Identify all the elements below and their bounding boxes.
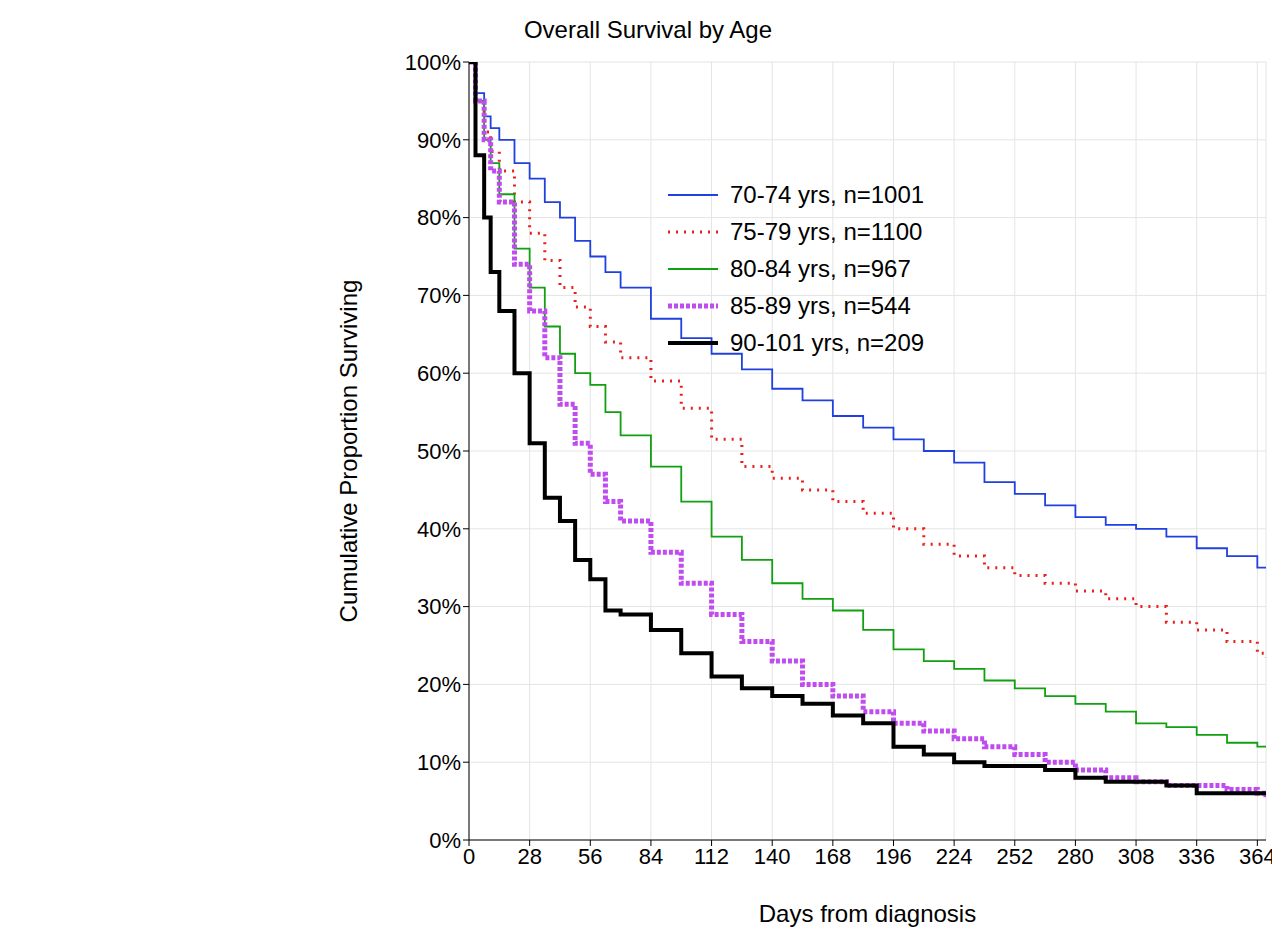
- svg-text:224: 224: [936, 844, 973, 869]
- svg-text:Cumulative Proportion Survivin: Cumulative Proportion Surviving: [335, 280, 362, 623]
- html-text:80-84 yrs, n=967: 80-84 yrs, n=967: [730, 254, 911, 282]
- svg-text:280: 280: [1057, 844, 1094, 869]
- svg-text:60%: 60%: [417, 361, 461, 386]
- svg-text:140: 140: [754, 844, 791, 869]
- svg-text:10%: 10%: [417, 750, 461, 775]
- svg-text:196: 196: [875, 844, 912, 869]
- html-text:75-79 yrs, n=1100: 75-79 yrs, n=1100: [730, 217, 923, 245]
- svg-text:84: 84: [639, 844, 663, 869]
- svg-text:308: 308: [1118, 844, 1155, 869]
- svg-text:80%: 80%: [417, 205, 461, 230]
- html-text:Overall Survival by Age: Overall Survival by Age: [523, 16, 772, 43]
- svg-text:30%: 30%: [417, 594, 461, 619]
- svg-text:70%: 70%: [417, 283, 461, 308]
- svg-text:364: 364: [1239, 844, 1272, 869]
- html-text:90-101 yrs, n=209: 90-101 yrs, n=209: [730, 328, 925, 356]
- html-text:85-89 yrs, n=544: 85-89 yrs, n=544: [730, 291, 911, 319]
- svg-text:20%: 20%: [417, 672, 461, 697]
- svg-text:50%: 50%: [417, 439, 461, 464]
- svg-text:168: 168: [814, 844, 851, 869]
- svg-text:0: 0: [463, 844, 475, 869]
- svg-text:40%: 40%: [417, 517, 461, 542]
- svg-text:112: 112: [694, 844, 729, 869]
- svg-text:0%: 0%: [429, 828, 461, 853]
- svg-text:252: 252: [996, 844, 1033, 869]
- svg-text:100%: 100%: [405, 50, 461, 75]
- svg-text:56: 56: [578, 844, 602, 869]
- svg-text:28: 28: [517, 844, 541, 869]
- svg-text:Days from diagnosis: Days from diagnosis: [759, 900, 976, 927]
- svg-text:90%: 90%: [417, 128, 461, 153]
- html-text:70-74 yrs, n=1001: 70-74 yrs, n=1001: [730, 180, 925, 208]
- svg-text:336: 336: [1178, 844, 1215, 869]
